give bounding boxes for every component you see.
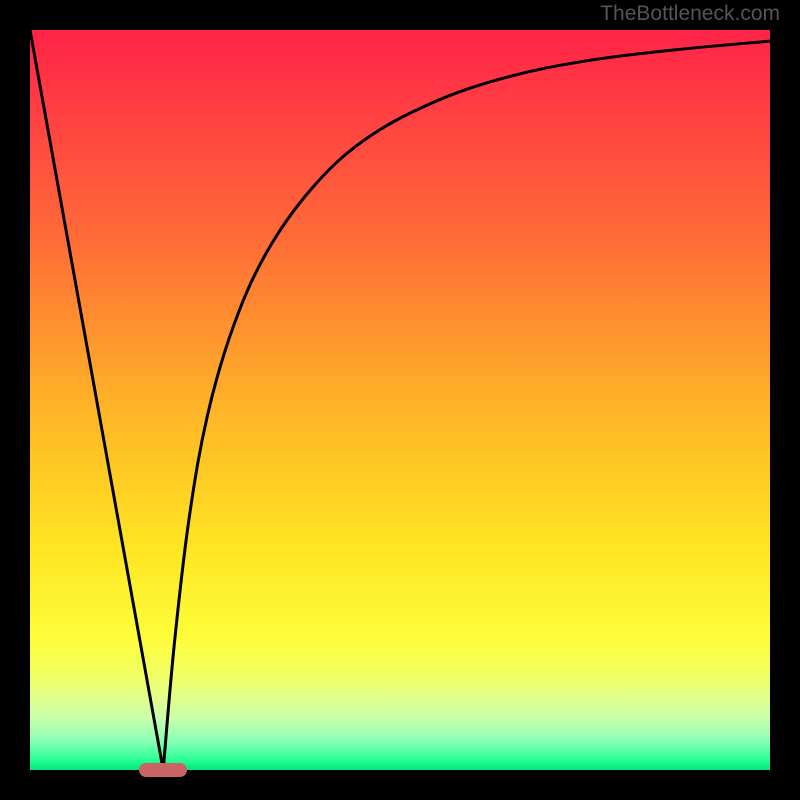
watermark-text: TheBottleneck.com xyxy=(600,2,780,26)
optimal-marker xyxy=(139,763,187,778)
plot-area xyxy=(30,30,770,770)
bottleneck-curve xyxy=(30,30,770,770)
